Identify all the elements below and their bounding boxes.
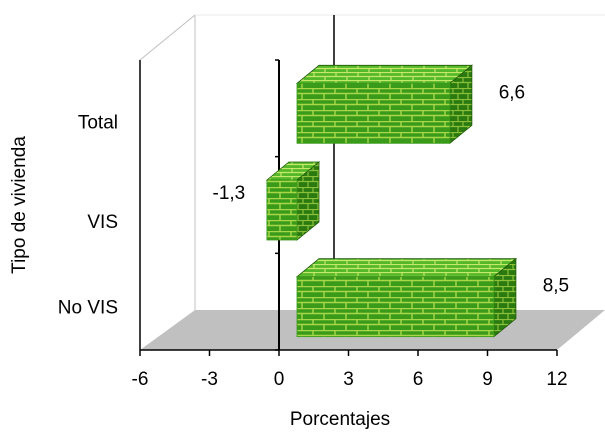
bar-top [295,64,474,84]
bar [266,179,298,241]
x-tick-label: 0 [274,369,285,390]
x-axis-title: Porcentajes [290,409,390,430]
y-tick-label: VIS [87,212,118,233]
x-tick-label: -3 [201,369,218,390]
y-tick-label: Total [78,112,118,133]
value-label: -1,3 [213,183,246,204]
bar-top [295,258,518,278]
bar [296,82,451,144]
value-label: 6,6 [499,82,525,103]
x-tick-label: 12 [546,369,567,390]
x-tick-label: -6 [132,369,149,390]
wall-top-edge [139,14,196,61]
x-tick-label: 6 [413,369,424,390]
bar [296,276,495,338]
x-tick-label: 3 [343,369,354,390]
x-tick-label: 9 [482,369,493,390]
y-axis-title: Tipo de vivienda [9,136,30,274]
y-tick-label: No VIS [58,298,118,319]
value-label: 8,5 [543,276,569,297]
